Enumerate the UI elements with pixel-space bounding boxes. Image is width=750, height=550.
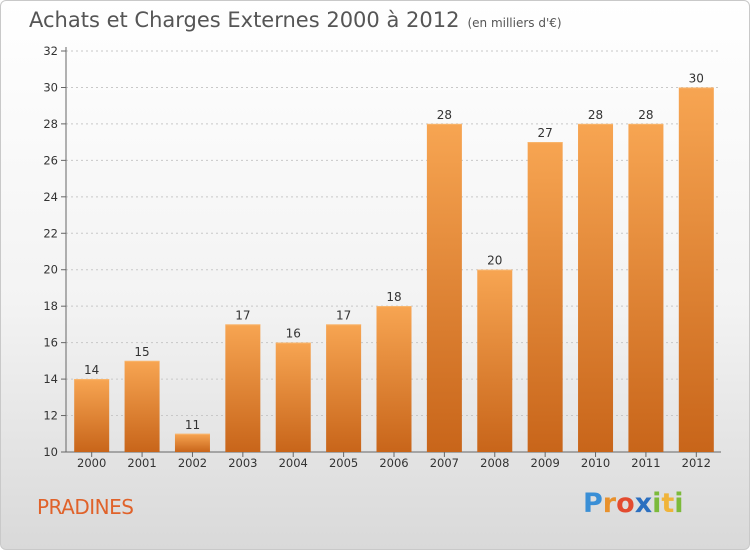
y-tick-label: 28 — [43, 117, 58, 131]
y-tick-label: 12 — [43, 409, 58, 423]
x-tick-label: 2007 — [430, 456, 459, 470]
bar-value-label: 18 — [386, 290, 401, 304]
logo-letter: P — [583, 488, 603, 519]
chart-title-text: Achats et Charges Externes 2000 à 2012 — [29, 8, 460, 32]
bar — [477, 269, 513, 452]
y-tick-label: 18 — [43, 299, 58, 313]
y-tick-label: 14 — [43, 372, 58, 386]
bar-value-label: 17 — [235, 308, 250, 322]
labels: 14 15 11 17 16 17 18 28 20 27 28 28 30 — [84, 71, 704, 431]
bar-value-label: 15 — [134, 345, 149, 359]
x-tick-label: 2010 — [581, 456, 610, 470]
bar — [225, 324, 261, 452]
chart-title: Achats et Charges Externes 2000 à 2012 (e… — [29, 8, 562, 32]
bar — [628, 123, 664, 452]
bar-value-label: 17 — [336, 308, 351, 322]
bar-value-label: 30 — [689, 71, 704, 85]
chart-subtitle: (en milliers d'€) — [467, 16, 562, 30]
bar-value-label: 14 — [84, 363, 99, 377]
x-tick-label: 2006 — [379, 456, 408, 470]
x-tick-label: 2005 — [329, 456, 358, 470]
y-tick-label: 32 — [43, 44, 58, 58]
bar — [74, 379, 110, 452]
logo-letter: x — [634, 488, 653, 519]
x-tick-label: 2001 — [127, 456, 156, 470]
y-tick-label: 26 — [43, 153, 58, 167]
y-tick-label: 20 — [43, 263, 58, 277]
x-tick-label: 2002 — [178, 456, 207, 470]
y-tick-label: 30 — [43, 80, 58, 94]
x-tick-label: 2004 — [279, 456, 308, 470]
bar — [275, 342, 311, 452]
bar — [124, 360, 160, 452]
bar — [376, 306, 412, 452]
y-tick-label: 22 — [43, 226, 58, 240]
bar-value-label: 28 — [638, 108, 653, 122]
logo-letter: o — [616, 488, 635, 519]
x-tick-label: 2003 — [228, 456, 257, 470]
bar — [326, 324, 362, 452]
bar-value-label: 28 — [437, 108, 452, 122]
logo-letter: i — [674, 488, 684, 519]
bar-value-label: 20 — [487, 254, 502, 268]
bar — [578, 123, 614, 452]
place-name: PRADINES — [37, 495, 134, 519]
bar-value-label: 16 — [286, 327, 301, 341]
x-tick-label: 2008 — [480, 456, 509, 470]
bar — [174, 433, 210, 452]
bars — [74, 87, 714, 453]
logo-letter: r — [602, 488, 617, 519]
x-tick-label: 2011 — [631, 456, 660, 470]
y-tick-label: 10 — [43, 445, 58, 459]
logo-letter: t — [661, 488, 675, 519]
bar — [527, 142, 563, 453]
logo-letter: i — [652, 488, 662, 519]
bar-value-label: 28 — [588, 108, 603, 122]
bar — [678, 87, 714, 453]
x-tick-label: 2009 — [531, 456, 560, 470]
y-tick-label: 24 — [43, 190, 58, 204]
x-tick-label: 2012 — [682, 456, 711, 470]
proxiti-logo[interactable]: Proxiti — [583, 488, 684, 519]
bar-value-label: 11 — [185, 418, 200, 432]
bar-value-label: 27 — [538, 126, 553, 140]
y-tick-label: 16 — [43, 336, 58, 350]
x-tick-label: 2000 — [77, 456, 106, 470]
bar — [426, 123, 462, 452]
axes: 10 12 14 16 18 20 22 24 26 28 30 32 2000 2001 2002 2003… — [43, 44, 721, 470]
